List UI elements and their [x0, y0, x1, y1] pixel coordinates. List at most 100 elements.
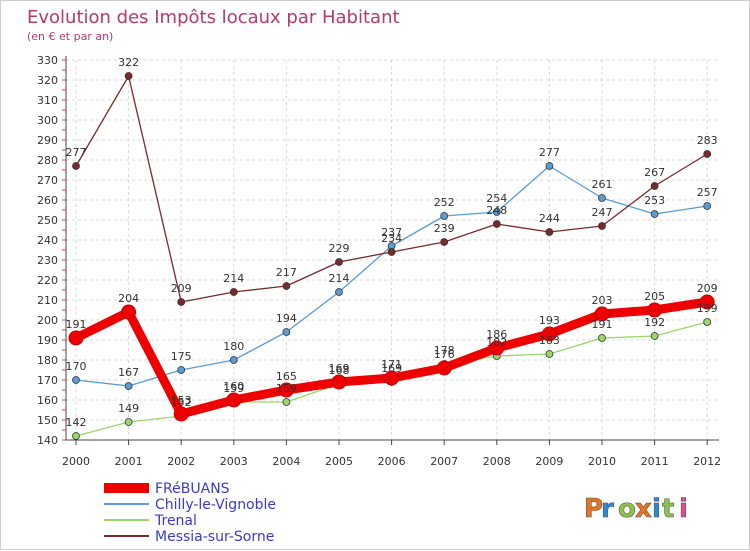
y-tick-label: 200	[37, 314, 58, 327]
data-point	[68, 330, 84, 346]
data-point	[226, 392, 242, 408]
x-tick-label: 2007	[430, 455, 458, 468]
legend-label: Trenal	[154, 513, 197, 529]
y-tick-label: 270	[37, 174, 58, 187]
data-point	[173, 406, 189, 422]
data-point	[282, 282, 291, 290]
data-label: 178	[434, 344, 455, 357]
data-label: 217	[276, 266, 297, 279]
data-point	[229, 356, 238, 364]
data-point	[72, 432, 80, 440]
y-tick-label: 240	[37, 234, 58, 247]
data-point	[124, 72, 133, 80]
chart-subtitle: (en € et par an)	[27, 30, 113, 43]
y-tick-label: 250	[37, 214, 58, 227]
data-label: 194	[276, 312, 297, 325]
data-label: 257	[697, 186, 718, 199]
x-tick-label: 2004	[272, 455, 300, 468]
brand-letter: o	[618, 494, 636, 524]
y-tick-label: 280	[37, 154, 58, 167]
data-label: 267	[644, 166, 665, 179]
x-tick-label: 2012	[693, 455, 721, 468]
brand-letter: x	[635, 494, 652, 524]
data-point	[121, 304, 137, 320]
data-label: 239	[434, 222, 455, 235]
data-point	[177, 298, 186, 306]
data-label: 191	[592, 318, 613, 331]
data-point	[699, 294, 715, 310]
data-point	[229, 288, 238, 296]
data-point	[703, 150, 712, 158]
data-point	[703, 318, 712, 326]
x-tick-label: 2008	[483, 455, 511, 468]
data-label: 209	[697, 282, 718, 295]
data-point	[436, 360, 452, 376]
x-tick-label: 2005	[325, 455, 353, 468]
legend-label: FRéBUANS	[155, 481, 230, 497]
data-label: 193	[539, 314, 560, 327]
data-label: 171	[381, 358, 402, 371]
y-tick-label: 260	[37, 194, 58, 207]
data-point	[278, 382, 294, 398]
brand-letter: r	[601, 494, 614, 524]
brand-letter: i	[652, 494, 661, 524]
data-label: 234	[381, 232, 402, 245]
data-label: 167	[118, 366, 139, 379]
data-label: 214	[329, 272, 350, 285]
data-label: 169	[381, 362, 402, 375]
data-label: 165	[276, 370, 297, 383]
data-label: 142	[66, 416, 87, 429]
data-point	[598, 222, 606, 230]
chart-title: Evolution des Impôts locaux par Habitant	[27, 7, 400, 28]
data-label: 252	[434, 196, 455, 209]
data-label: 277	[539, 146, 560, 159]
data-point	[72, 376, 80, 384]
data-point	[177, 366, 186, 374]
brand-logo: Pr o x i t i	[584, 494, 689, 525]
data-point	[598, 194, 606, 202]
data-label: 214	[223, 272, 244, 285]
y-tick-label: 230	[37, 254, 58, 267]
data-point	[703, 202, 712, 210]
data-label: 168	[329, 364, 350, 377]
x-tick-label: 2009	[535, 455, 563, 468]
y-tick-label: 170	[37, 374, 58, 387]
data-point	[492, 208, 501, 216]
legend: FRéBUANSChilly-le-VignobleTrenalMessia-s…	[104, 481, 276, 545]
data-label: 159	[276, 382, 297, 395]
x-tick-label: 2010	[588, 455, 616, 468]
data-point	[335, 288, 343, 296]
data-point	[282, 398, 291, 406]
data-label: 209	[171, 282, 192, 295]
x-tick-label: 2002	[167, 455, 195, 468]
y-tick-label: 220	[37, 274, 58, 287]
brand-letter: P	[584, 494, 603, 524]
axes: 140 150 160 170 180 190 200 210 220 230 240 250 260 2…	[37, 54, 721, 468]
x-tick-label: 2000	[62, 455, 90, 468]
y-tick-label: 150	[37, 414, 58, 427]
brand-letter: t	[662, 494, 674, 524]
y-tick-label: 330	[37, 54, 58, 67]
data-label: 192	[644, 316, 665, 329]
y-tick-label: 140	[37, 434, 58, 447]
data-label: 175	[171, 350, 192, 363]
y-tick-label: 290	[37, 134, 58, 147]
data-point	[440, 238, 449, 246]
data-point	[72, 162, 80, 170]
data-label: 176	[434, 348, 455, 361]
data-label: 191	[66, 318, 87, 331]
x-tick-label: 2003	[220, 455, 248, 468]
data-label: 160	[223, 380, 244, 393]
data-label: 153	[171, 394, 192, 407]
data-label: 203	[592, 294, 613, 307]
data-label: 254	[486, 192, 507, 205]
data-label: 253	[644, 194, 665, 207]
data-point	[598, 334, 606, 342]
legend-label: Chilly-le-Vignoble	[155, 497, 276, 513]
data-point	[650, 332, 659, 340]
data-label: 205	[644, 290, 665, 303]
data-label: 152	[171, 396, 192, 409]
y-tick-label: 310	[37, 94, 58, 107]
